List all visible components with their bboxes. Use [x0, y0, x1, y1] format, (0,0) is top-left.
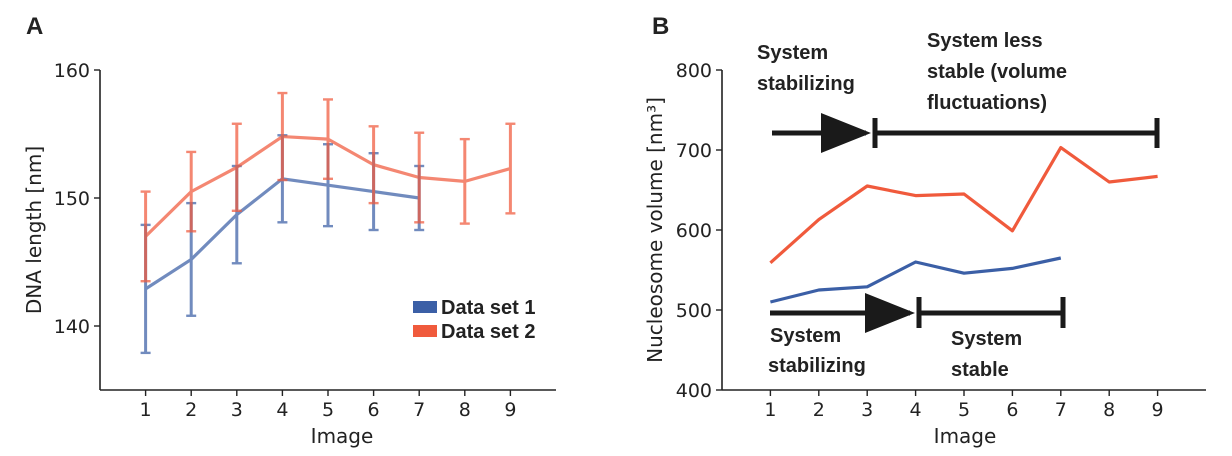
legend-swatch-data-set-2 [413, 325, 437, 337]
y-tick-label: 160 [54, 60, 90, 82]
annot-top-right-line-3: fluctuations) [927, 92, 1047, 114]
series-2-line [769, 146, 1158, 264]
y-tick-label: 150 [54, 188, 90, 210]
panel-b-ylabel: Nucleosome volume [nm³] [643, 97, 667, 363]
panel-a-ylabel: DNA length [nm] [22, 146, 46, 314]
x-tick-label: 2 [185, 399, 197, 421]
x-tick-label: 1 [140, 399, 152, 421]
y-tick-label: 400 [676, 380, 712, 402]
x-tick-label: 9 [1152, 399, 1164, 421]
panel-b-xlabel: Image [934, 424, 997, 448]
x-tick-label: 8 [1103, 399, 1115, 421]
y-tick-label: 600 [676, 220, 712, 242]
annot-bottom-right-line-1: System [951, 328, 1022, 350]
series-2 [769, 146, 1158, 264]
x-tick-label: 7 [1055, 399, 1067, 421]
x-tick-label: 4 [276, 399, 288, 421]
panel-a-legend: Data set 1 Data set 2 [413, 297, 536, 343]
panel-b-letter: B [652, 13, 669, 40]
y-tick-label: 700 [676, 140, 712, 162]
x-tick-label: 1 [764, 399, 776, 421]
legend-swatch-data-set-1 [413, 301, 437, 313]
panel-a-letter: A [26, 13, 43, 40]
x-tick-label: 7 [413, 399, 425, 421]
series-1 [770, 256, 1062, 304]
y-tick-label: 140 [54, 316, 90, 338]
annot-top-right-line-2: stable (volume [927, 61, 1067, 83]
annot-top-left-line-1: System [757, 42, 828, 64]
annot-bottom-right-line-2: stable [951, 359, 1009, 381]
legend-label-data-set-1: Data set 1 [441, 297, 536, 319]
panel-b-y-ticks: 400 500 600 700 800 [676, 60, 722, 402]
y-tick-label: 800 [676, 60, 712, 82]
annot-top-right-line-1: System less [927, 30, 1043, 52]
annot-bottom-left-line-2: stabilizing [768, 355, 866, 377]
panel-b-top-annotation: System stabilizing System less stable (v… [757, 30, 1160, 153]
x-tick-label: 3 [231, 399, 243, 421]
panel-b-bottom-annotation: System stabilizing System stable [768, 293, 1066, 381]
x-tick-label: 3 [861, 399, 873, 421]
x-tick-label: 9 [504, 399, 516, 421]
annot-top-left-line-2: stabilizing [757, 73, 855, 95]
panel-a-x-ticks: 1 2 3 4 5 6 7 8 9 [140, 390, 516, 421]
x-tick-label: 2 [813, 399, 825, 421]
panel-b-x-ticks: 1 2 3 4 5 6 7 8 9 [764, 390, 1164, 421]
x-tick-label: 8 [459, 399, 471, 421]
x-tick-label: 5 [958, 399, 970, 421]
panel-a-series [140, 91, 516, 355]
x-tick-label: 6 [1006, 399, 1018, 421]
x-tick-label: 5 [322, 399, 334, 421]
x-tick-label: 4 [910, 399, 922, 421]
panel-a-xlabel: Image [311, 424, 374, 448]
x-tick-label: 6 [368, 399, 380, 421]
series-2 [140, 91, 516, 283]
legend-label-data-set-2: Data set 2 [441, 321, 536, 343]
series-1-line [770, 256, 1062, 304]
panel-a-y-ticks: 140 150 160 [54, 60, 100, 338]
annot-bottom-left-line-1: System [770, 325, 841, 347]
panel-b-series [769, 146, 1158, 304]
y-tick-label: 500 [676, 300, 712, 322]
